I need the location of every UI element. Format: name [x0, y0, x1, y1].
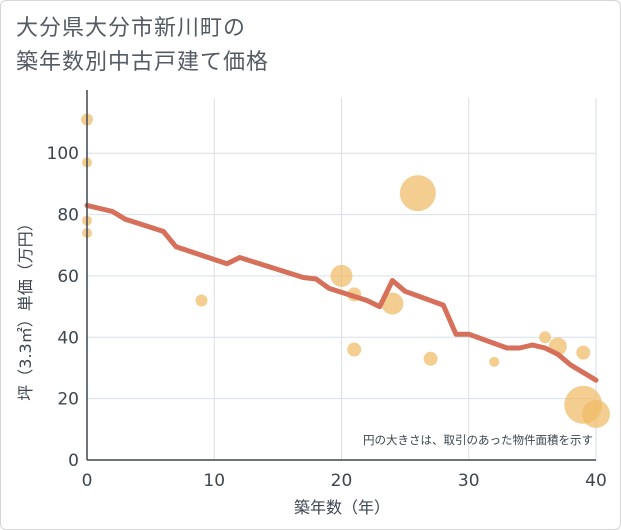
bubble-point [381, 292, 404, 315]
y-tick-label: 0 [68, 451, 79, 471]
bubble-point [576, 345, 591, 360]
y-tick-label: 20 [57, 390, 79, 410]
chart-title-line-1: 大分県大分市新川町の [16, 16, 247, 41]
bubble-point [423, 351, 438, 366]
tick-labels: 0 10 20 30 40 0 20 40 60 80 100 [47, 144, 607, 491]
size-note: 円の大きさは、取引のあった物件面積を示す [363, 433, 593, 447]
bubble-point [489, 356, 500, 367]
y-axis-label: 坪（3.3㎡）単価（万円） [16, 215, 35, 400]
chart-title: 大分県大分市新川町の 築年数別中古戸建て価格 [16, 12, 269, 80]
y-tick-label: 80 [57, 206, 79, 226]
x-tick-label: 30 [458, 471, 480, 491]
x-axis-label: 築年数（年） [294, 498, 390, 517]
y-tick-label: 40 [57, 328, 79, 348]
x-tick-label: 20 [331, 471, 353, 491]
x-tick-label: 10 [203, 471, 225, 491]
bubble-point [330, 264, 353, 287]
bubble-point [347, 342, 362, 357]
x-tick-label: 0 [82, 471, 93, 491]
bubble-point [539, 331, 552, 344]
bubble-point [399, 175, 436, 212]
chart-title-line-2: 築年数別中古戸建て価格 [16, 50, 270, 75]
x-tick-label: 40 [585, 471, 607, 491]
bubble-series [81, 113, 610, 428]
trend-line [84, 202, 599, 383]
grid-lines [87, 98, 597, 460]
y-tick-label: 60 [57, 267, 79, 287]
bubble-point [582, 399, 610, 428]
bubble-point [195, 294, 208, 307]
y-tick-label: 100 [47, 144, 79, 164]
trend-series [84, 202, 599, 383]
axes [86, 90, 596, 461]
